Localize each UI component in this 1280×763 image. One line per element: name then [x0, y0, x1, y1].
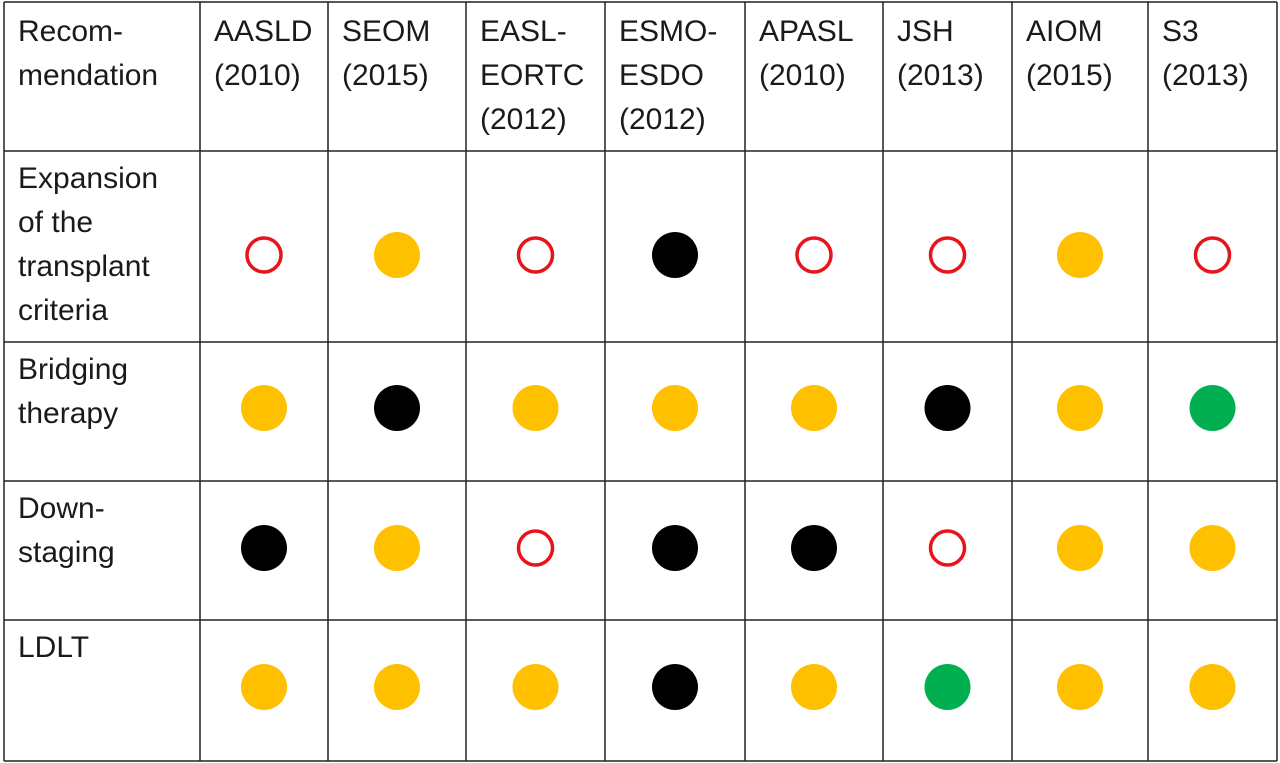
status-dot [791, 525, 837, 571]
header-text: JSH [897, 15, 954, 48]
header-text: (2010) [214, 59, 301, 92]
row-label: of the [18, 206, 93, 239]
header-text: (2013) [897, 59, 984, 92]
status-dot [1057, 664, 1103, 710]
status-dot [516, 529, 555, 567]
row-label: staging [18, 536, 115, 569]
header-text: (2012) [619, 103, 706, 136]
header-text: SEOM [342, 15, 430, 48]
header-text: Recom- [18, 15, 123, 48]
header-text: EASL- [480, 15, 567, 48]
status-dot [652, 232, 698, 278]
status-dot [924, 385, 971, 431]
status-dot [241, 385, 287, 431]
status-dot [241, 664, 287, 710]
header-text: mendation [18, 59, 158, 92]
row-label: Bridging [18, 353, 128, 386]
status-dot [374, 232, 420, 278]
header-text: (2015) [1026, 59, 1113, 92]
header-text: S3 [1162, 15, 1199, 48]
status-dot [512, 664, 559, 710]
status-dot [652, 664, 698, 710]
header-text: (2010) [759, 59, 846, 92]
status-dot [791, 664, 837, 710]
status-dot [241, 525, 287, 571]
header-text: (2013) [1162, 59, 1249, 92]
row-label: Expansion [18, 162, 158, 195]
status-dot [374, 664, 420, 710]
row-label: LDLT [18, 631, 89, 664]
status-dot [374, 385, 420, 431]
status-dot [1057, 385, 1103, 431]
status-dot [928, 529, 967, 567]
header-text: AIOM [1026, 15, 1103, 48]
header-text: APASL [759, 15, 854, 48]
row-label: Down- [18, 492, 105, 525]
status-dot [1057, 232, 1103, 278]
row-label: criteria [18, 294, 108, 327]
status-dot [652, 525, 698, 571]
status-dot [1189, 664, 1236, 710]
status-dot [1189, 525, 1236, 571]
status-dot [512, 385, 559, 431]
header-text: ESDO [619, 59, 704, 92]
status-dot [791, 385, 837, 431]
status-dot [1193, 236, 1232, 274]
status-dot [1189, 385, 1236, 431]
status-dot [374, 525, 420, 571]
status-dot [516, 236, 555, 274]
status-dot [928, 236, 967, 274]
row-label: therapy [18, 397, 118, 430]
header-text: ESMO- [619, 15, 717, 48]
header-text: EORTC [480, 59, 584, 92]
status-dot [924, 664, 971, 710]
row-label: transplant [18, 250, 150, 283]
header-text: AASLD [214, 15, 312, 48]
status-dot [245, 236, 283, 274]
status-dot [795, 236, 833, 274]
status-dot [1057, 525, 1103, 571]
header-text: (2015) [342, 59, 429, 92]
header-text: (2012) [480, 103, 567, 136]
status-dot [652, 385, 698, 431]
